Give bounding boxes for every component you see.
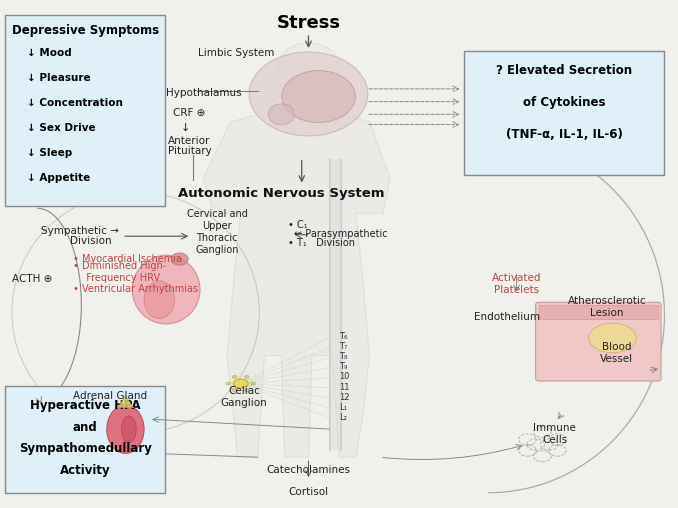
Ellipse shape — [144, 281, 175, 319]
Text: and: and — [73, 421, 98, 434]
Text: Limbic System: Limbic System — [198, 48, 274, 58]
Text: • Ventricular Arrhythmias: • Ventricular Arrhythmias — [73, 283, 199, 294]
Ellipse shape — [282, 71, 355, 122]
Ellipse shape — [106, 405, 144, 453]
Text: T₈: T₈ — [339, 352, 347, 361]
Ellipse shape — [251, 382, 256, 385]
FancyBboxPatch shape — [5, 386, 165, 493]
Text: ↓ Mood: ↓ Mood — [27, 48, 72, 58]
Text: Sympathomedullary: Sympathomedullary — [19, 442, 151, 456]
Ellipse shape — [244, 389, 250, 392]
Text: ↓: ↓ — [181, 122, 191, 133]
Text: Adrenal Gland: Adrenal Gland — [73, 391, 147, 401]
Text: CRF ⊕: CRF ⊕ — [173, 108, 205, 118]
Text: ? Elevated Secretion: ? Elevated Secretion — [496, 64, 633, 77]
Text: Atherosclerotic
Lesion: Atherosclerotic Lesion — [567, 296, 646, 319]
Text: • Myocardial Ischemia: • Myocardial Ischemia — [73, 254, 182, 264]
Text: ↓ Concentration: ↓ Concentration — [27, 98, 123, 108]
Ellipse shape — [244, 375, 250, 378]
Text: 11: 11 — [339, 383, 349, 392]
Text: ACTH ⊕: ACTH ⊕ — [12, 274, 53, 284]
PathPatch shape — [203, 84, 390, 457]
Text: ↓ Sex Drive: ↓ Sex Drive — [27, 123, 96, 133]
Text: Stress: Stress — [277, 14, 340, 32]
FancyBboxPatch shape — [536, 302, 661, 381]
Ellipse shape — [226, 382, 231, 385]
Text: Catecholamines: Catecholamines — [266, 465, 351, 475]
Text: Division: Division — [71, 236, 112, 246]
Text: Cervical and
Upper
Thoracic
Ganglion: Cervical and Upper Thoracic Ganglion — [186, 209, 247, 255]
Text: Endothelium: Endothelium — [474, 312, 540, 323]
Ellipse shape — [278, 43, 339, 89]
Text: 10: 10 — [339, 372, 349, 382]
Text: of Cytokines: of Cytokines — [523, 96, 605, 109]
Text: Immune
Cells: Immune Cells — [533, 423, 576, 446]
Text: Pituitary: Pituitary — [168, 146, 212, 156]
Ellipse shape — [268, 104, 294, 125]
Ellipse shape — [121, 416, 136, 442]
Ellipse shape — [171, 253, 188, 265]
FancyBboxPatch shape — [539, 305, 658, 319]
Text: ↓ Appetite: ↓ Appetite — [27, 173, 90, 183]
Text: Autonomic Nervous System: Autonomic Nervous System — [178, 186, 384, 200]
Text: T₆: T₆ — [339, 332, 347, 341]
Text: (TNF-α, IL-1, IL-6): (TNF-α, IL-1, IL-6) — [506, 128, 623, 141]
Text: L₁: L₁ — [339, 403, 347, 412]
Text: Blood
Vessel: Blood Vessel — [601, 342, 633, 364]
Text: T₉: T₉ — [339, 362, 347, 371]
Ellipse shape — [233, 379, 248, 388]
Text: Activated
Platelets: Activated Platelets — [492, 273, 542, 296]
Text: Hypothalamus: Hypothalamus — [166, 88, 242, 99]
Text: ↓ Sleep: ↓ Sleep — [27, 148, 73, 158]
Ellipse shape — [132, 255, 200, 324]
Ellipse shape — [232, 375, 237, 378]
Text: 12: 12 — [339, 393, 349, 402]
Ellipse shape — [589, 323, 637, 353]
Ellipse shape — [250, 52, 367, 136]
Text: • C₁: • C₁ — [288, 220, 308, 230]
FancyBboxPatch shape — [464, 51, 664, 175]
Text: Cortisol: Cortisol — [288, 487, 329, 497]
Text: Hyperactive HPA: Hyperactive HPA — [30, 399, 140, 412]
FancyBboxPatch shape — [5, 15, 165, 206]
Text: T₇: T₇ — [339, 342, 347, 351]
Ellipse shape — [232, 389, 237, 392]
Text: • Diminished High-
  Frequency HRV: • Diminished High- Frequency HRV — [73, 261, 167, 283]
Text: L₂: L₂ — [339, 413, 347, 422]
Text: Sympathetic →: Sympathetic → — [41, 226, 119, 236]
Text: ↓ Pleasure: ↓ Pleasure — [27, 73, 91, 83]
Text: Activity: Activity — [60, 464, 111, 478]
Text: • T₁   Division: • T₁ Division — [288, 238, 355, 248]
Text: ← Parasympathetic: ← Parasympathetic — [294, 229, 387, 239]
Text: Depressive Symptoms: Depressive Symptoms — [12, 24, 159, 38]
Polygon shape — [117, 396, 134, 407]
Text: Celiac
Ganglion: Celiac Ganglion — [221, 386, 267, 408]
Text: Anterior: Anterior — [168, 136, 210, 146]
